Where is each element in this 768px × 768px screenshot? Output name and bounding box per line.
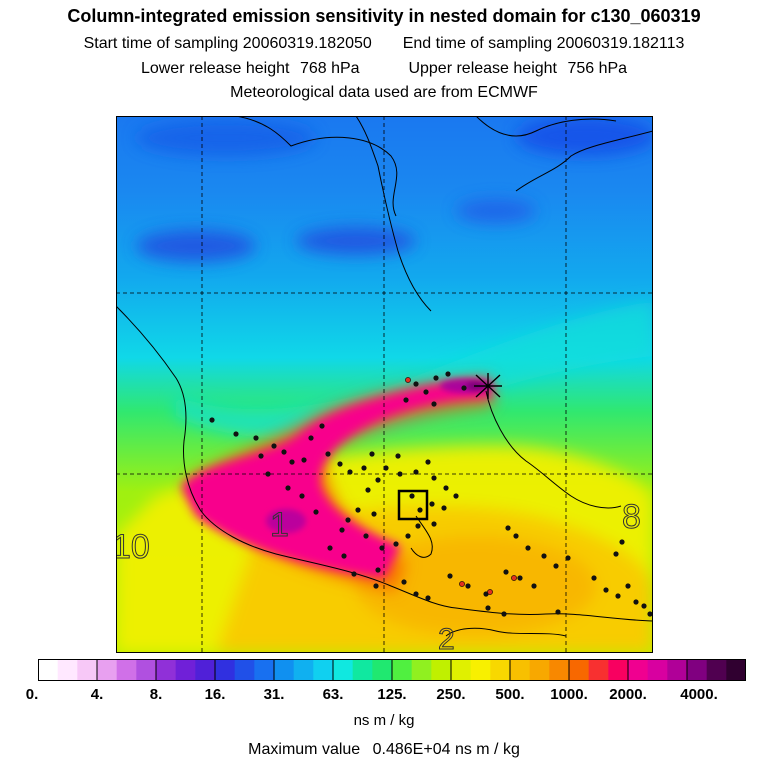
colorbar-cell [116, 659, 137, 681]
release-height-line: Lower release height 768 hPa Upper relea… [0, 60, 768, 78]
start-time-label: Start time of sampling [83, 35, 239, 52]
colorbar-cell [411, 659, 432, 681]
sensitivity-map: 10 1 8 2 [116, 116, 653, 653]
sensitivity-field [116, 116, 653, 653]
colorbar-tick-label: 125. [377, 686, 407, 703]
colorbar-tick-label: 63. [322, 686, 344, 703]
colorbar-cell [274, 659, 295, 681]
colorbar-cells [38, 659, 746, 681]
upper-height-value: 756 hPa [567, 60, 628, 77]
colorbar-cell [38, 659, 59, 681]
colorbar-cell [569, 659, 590, 681]
contour-label-1: 1 [270, 506, 289, 544]
colorbar-cell [293, 659, 314, 681]
colorbar-cell [97, 659, 118, 681]
colorbar-cell [588, 659, 609, 681]
colorbar-cell [490, 659, 511, 681]
met-data-line: Meteorological data used are from ECMWF [230, 84, 538, 101]
contour-label-10: 10 [116, 528, 150, 566]
square-box-icon [397, 489, 429, 521]
maximum-value-line: Maximum value 0.486E+04 ns m / kg [0, 741, 768, 759]
maximum-value-label: Maximum value [248, 741, 361, 758]
contour-label-8: 8 [622, 498, 641, 536]
colorbar-cell [234, 659, 255, 681]
end-time-value: 20060319.182113 [556, 35, 685, 52]
colorbar-cell [431, 659, 452, 681]
colorbar-tick-label: 500. [495, 686, 525, 703]
colorbar-cell [549, 659, 570, 681]
emission-source-dots [209, 371, 653, 617]
colorbar-cell [156, 659, 177, 681]
maximum-value: 0.486E+04 ns m / kg [372, 741, 520, 758]
colorbar-tick-label: 1000. [550, 686, 588, 703]
colorbar-cell [195, 659, 216, 681]
colorbar-tick-label: 4. [90, 686, 104, 703]
map-frame [116, 116, 653, 653]
colorbar-cell [510, 659, 531, 681]
asterisk-icon [474, 373, 502, 399]
colorbar-cell [175, 659, 196, 681]
colorbar-cell [352, 659, 373, 681]
colorbar-cell [628, 659, 649, 681]
colorbar-cell [392, 659, 413, 681]
colorbar-cell [451, 659, 472, 681]
map-title: Column-integrated emission sensitivity i… [67, 6, 701, 26]
upper-height-label: Upper release height [408, 60, 557, 77]
lower-height-value: 768 hPa [299, 60, 360, 77]
colorbar-cell [57, 659, 78, 681]
lat-lon-grid [116, 116, 653, 653]
lower-height-label: Lower release height [140, 60, 290, 77]
colorbar-tick-label: 4000. [680, 686, 718, 703]
sampling-time-line: Start time of sampling 20060319.182050 E… [0, 35, 768, 53]
colorbar-tick-label: 31. [263, 686, 285, 703]
colorbar-cell [215, 659, 236, 681]
colorbar-cell [687, 659, 708, 681]
colorbar-units: ns m / kg [353, 712, 415, 729]
colorbar-cell [470, 659, 491, 681]
colorbar-tick-label: 8. [149, 686, 163, 703]
start-time-value: 20060319.182050 [242, 35, 372, 52]
colorbar-tick-label: 16. [204, 686, 226, 703]
colorbar-tick-label: 0. [25, 686, 39, 703]
colorbar-tick-label: 250. [436, 686, 466, 703]
colorbar [38, 659, 746, 681]
colorbar-tick-label: 2000. [609, 686, 647, 703]
colorbar-cell [706, 659, 727, 681]
colorbar-cell [529, 659, 550, 681]
end-time-label: End time of sampling [402, 35, 553, 52]
colorbar-cell [254, 659, 275, 681]
colorbar-cell [136, 659, 157, 681]
colorbar-cell [667, 659, 688, 681]
colorbar-cell [372, 659, 393, 681]
contour-label-2: 2 [438, 623, 455, 653]
colorbar-cell [726, 659, 746, 681]
colorbar-cell [77, 659, 98, 681]
colorbar-cell [608, 659, 629, 681]
colorbar-cell [333, 659, 354, 681]
colorbar-cell [313, 659, 334, 681]
colorbar-cell [647, 659, 668, 681]
coastlines [116, 116, 653, 637]
